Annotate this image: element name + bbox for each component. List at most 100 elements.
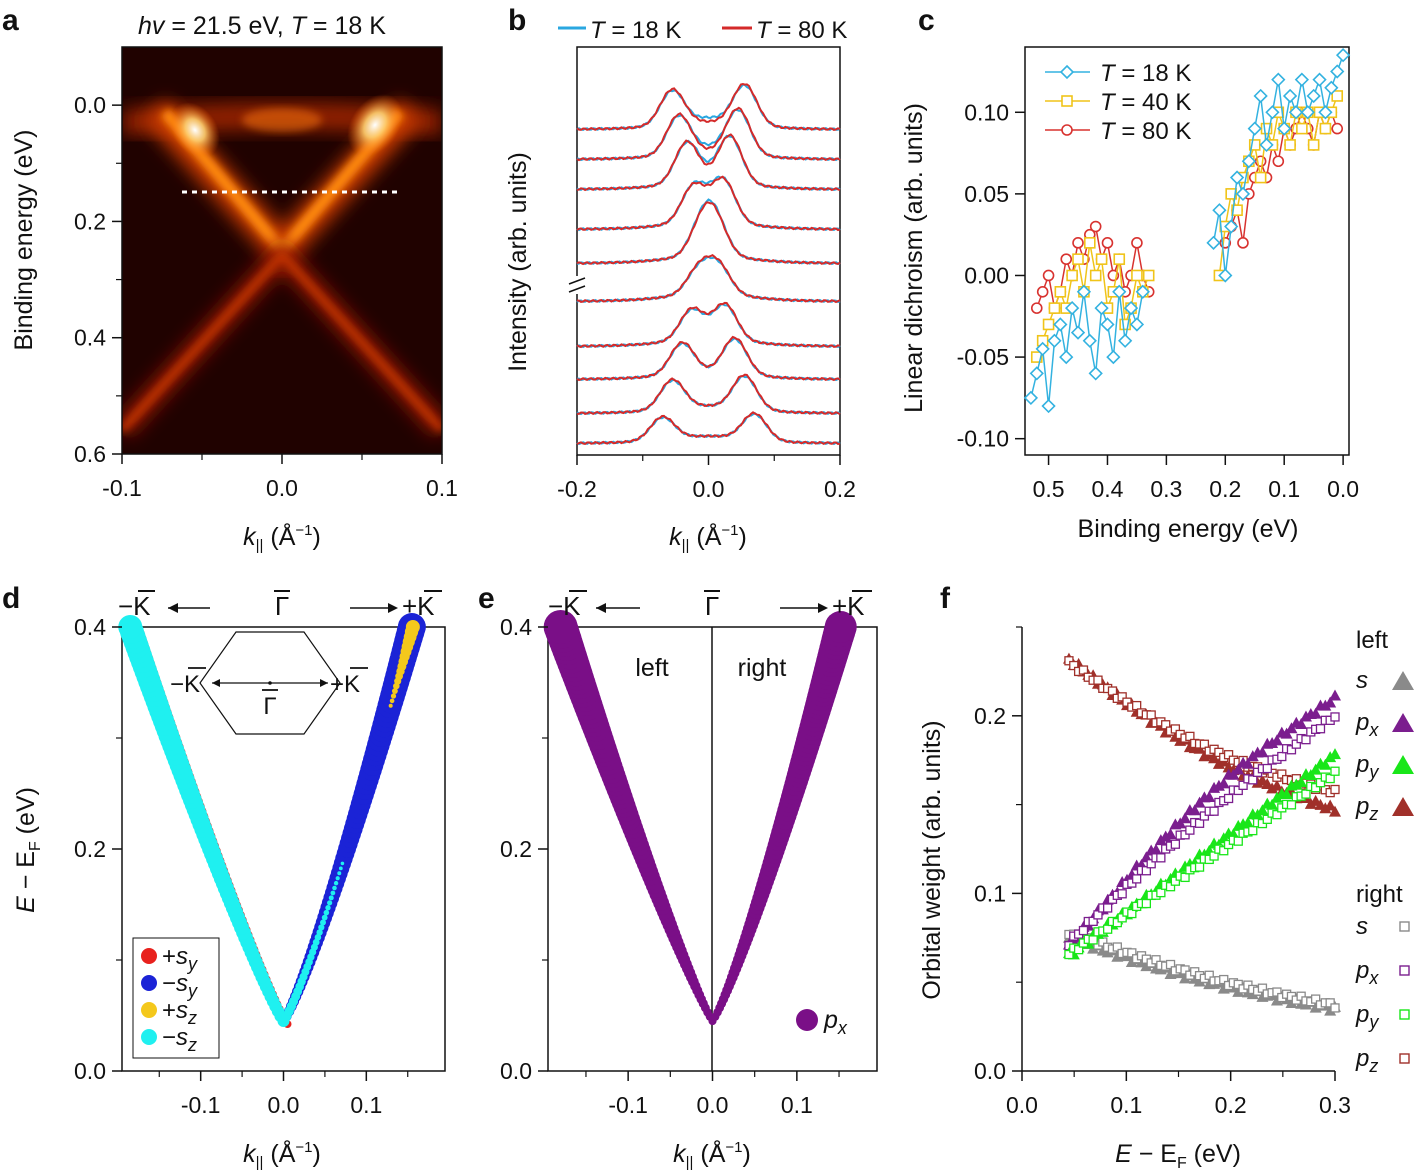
- legend-marker-px: [796, 1009, 818, 1031]
- filled-triangle: [1309, 707, 1322, 719]
- x-tick-label: 0.0: [697, 1092, 729, 1118]
- data-point: [1061, 95, 1073, 107]
- minus-sz-point: [320, 919, 327, 926]
- panel-d: d -0.1 0.0 0.1 0.0 0.2 0.4 −K Γ +K −K +K: [2, 582, 446, 1171]
- data-point: [1331, 122, 1344, 135]
- curve-80k: [576, 335, 841, 382]
- label-plus-k: +K: [402, 591, 435, 621]
- filled-triangle: [1256, 746, 1269, 758]
- data-point: [1076, 284, 1092, 299]
- filled-triangle: [1140, 960, 1153, 972]
- y-tick-label: 0.1: [974, 880, 1006, 906]
- panel-d-xlabel: k|| (Å−1): [243, 1138, 321, 1171]
- legend-marker: [141, 1002, 157, 1018]
- open-square: [1199, 739, 1210, 749]
- open-square: [1209, 851, 1219, 861]
- data-point: [1296, 122, 1308, 135]
- data-point: [1095, 253, 1108, 265]
- x-tick-label: 0.0: [1327, 476, 1359, 502]
- filled-triangle: [1295, 718, 1308, 730]
- data-point: [1235, 186, 1251, 202]
- open-square: [1102, 903, 1113, 913]
- panel-f-data: [1062, 652, 1341, 1016]
- panel-a-axes: -0.1 0.0 0.1 0.0 0.2 0.4 0.6: [74, 92, 458, 501]
- data-point: [1094, 300, 1109, 316]
- data-point: [1023, 390, 1039, 406]
- panel-c-legend: T = 18 KT = 40 KT = 80 K: [1045, 60, 1191, 145]
- open-square: [1185, 825, 1195, 835]
- panel-letter-c: c: [918, 4, 935, 37]
- open-square: [1088, 935, 1098, 945]
- data-point: [1118, 333, 1133, 348]
- data-point: [1218, 268, 1233, 283]
- open-square: [1248, 775, 1258, 785]
- panel-d-legend: +sy−sy+sz−sz: [132, 937, 220, 1059]
- x-tick-label: 0.4: [1091, 476, 1123, 502]
- series-line: [1218, 95, 1338, 276]
- open-square: [1170, 839, 1181, 849]
- x-tick-label: 0.0: [693, 476, 725, 502]
- open-square: [1209, 806, 1219, 816]
- y-tick-label: 0.0: [74, 92, 106, 118]
- curve-80k: [576, 175, 841, 232]
- open-square: [1117, 692, 1127, 702]
- data-point: [1064, 300, 1080, 316]
- open-square: [1117, 889, 1127, 899]
- data-point: [1288, 105, 1304, 120]
- data-point: [1131, 269, 1143, 282]
- legend-label-left: px: [1355, 709, 1379, 740]
- legend-square: [1399, 1009, 1410, 1020]
- data-point: [1061, 124, 1073, 136]
- filled-triangle: [1256, 804, 1269, 816]
- legend-marker: [141, 975, 157, 991]
- minus-sz-point: [330, 890, 336, 896]
- curve-18k: [576, 412, 841, 446]
- label-plus-k-e: +K: [832, 591, 865, 621]
- open-square: [1112, 942, 1122, 952]
- filled-triangle: [1319, 758, 1332, 770]
- panel-a-xlabel: k|| (Å−1): [243, 521, 321, 554]
- filled-triangle: [1329, 805, 1341, 817]
- label-minus-k: −K: [118, 591, 151, 621]
- open-square: [1180, 965, 1190, 975]
- panel-e-top-labels: −K Γ +K: [548, 590, 872, 621]
- data-point: [1306, 88, 1321, 104]
- legend-label-px: px: [823, 1006, 848, 1038]
- panel-c-xlabel: Binding energy (eV): [1078, 515, 1299, 543]
- minus-sz-point: [332, 885, 337, 891]
- filled-triangle: [1270, 734, 1283, 746]
- open-square: [1141, 898, 1151, 909]
- open-square: [1325, 998, 1335, 1008]
- data-point: [1059, 64, 1075, 80]
- legend-label: +sz: [162, 997, 197, 1028]
- legend-title-right: right: [1356, 881, 1403, 908]
- curve-18k: [576, 198, 841, 266]
- legend-label: −sz: [162, 1024, 197, 1055]
- y-tick-label: -0.10: [957, 426, 1009, 452]
- x-tick-label: 0.0: [1006, 1092, 1038, 1118]
- minus-sz-point: [318, 924, 325, 931]
- open-square: [1064, 949, 1074, 960]
- panel-letter-e: e: [478, 582, 495, 615]
- x-tick-label: 0.0: [266, 475, 298, 501]
- legend-triangle: [1392, 797, 1414, 816]
- legend-label: +sy: [162, 943, 198, 974]
- data-point: [1277, 121, 1292, 136]
- x-tick-label: 0.2: [1215, 1092, 1247, 1118]
- panel-b: b T = 18 K T = 80 K -0.2 0.0 0.2 Intensity…: [504, 4, 856, 554]
- legend-label: T = 80 K: [1100, 118, 1191, 145]
- axis-break-mark-top: [568, 277, 586, 285]
- data-point: [1254, 171, 1267, 184]
- y-tick-label: 0.2: [500, 836, 532, 862]
- curve-80k: [576, 106, 841, 162]
- legend-label-left: pz: [1355, 793, 1378, 824]
- y-tick-label: 0.2: [974, 703, 1006, 729]
- panel-f-ylabel: Orbital weight (arb. units): [918, 720, 946, 999]
- x-tick-label: 0.1: [1110, 1092, 1142, 1118]
- curve-80k: [576, 133, 841, 192]
- label-right: right: [738, 654, 787, 682]
- curve-18k: [576, 83, 841, 131]
- data-point: [1135, 284, 1150, 299]
- data-point: [1271, 72, 1286, 87]
- open-square: [1078, 665, 1089, 675]
